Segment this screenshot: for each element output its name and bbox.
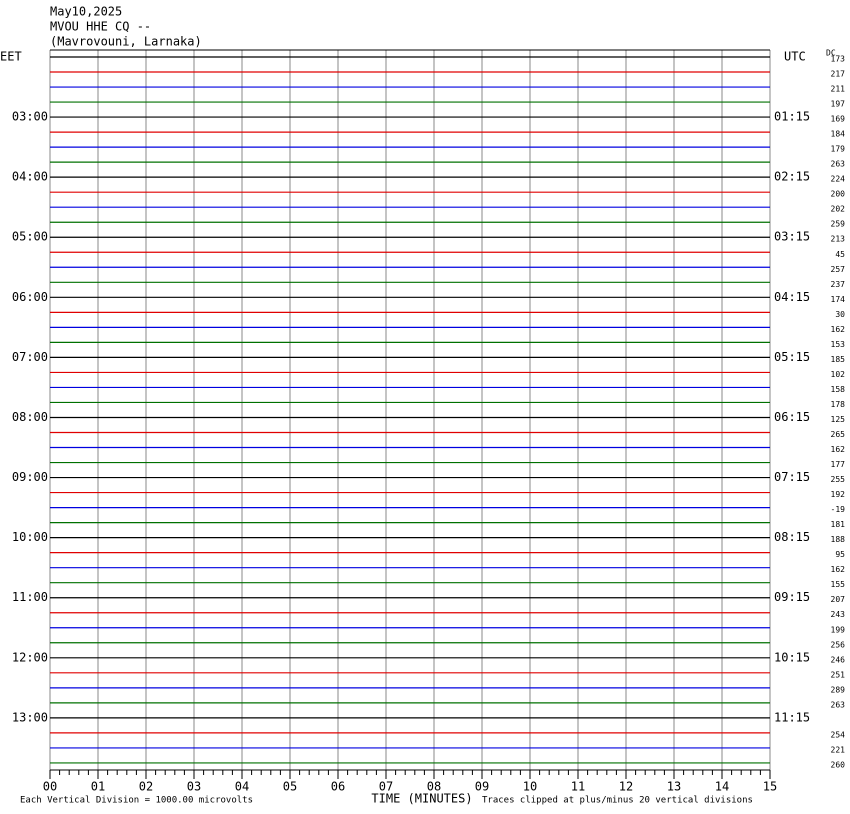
x-tick-label: 01 — [91, 780, 105, 794]
dc-offset: 184 — [831, 130, 846, 139]
footer-right: Traces clipped at plus/minus 20 vertical… — [482, 796, 753, 806]
dc-offset: 158 — [831, 385, 846, 394]
local-time: 13:00 — [12, 710, 48, 724]
dc-offset: 179 — [831, 145, 846, 154]
local-time: 07:00 — [12, 350, 48, 364]
dc-offset: 125 — [831, 415, 846, 424]
dc-offset: 202 — [831, 205, 846, 214]
local-time: 12:00 — [12, 650, 48, 664]
x-tick-label: 15 — [763, 780, 777, 794]
dc-offset: -19 — [831, 505, 846, 514]
dc-offset: 263 — [831, 160, 846, 169]
dc-offset: 95 — [835, 550, 845, 559]
dc-offset: 224 — [831, 175, 846, 184]
local-time: 10:00 — [12, 530, 48, 544]
dc-offset: 246 — [831, 655, 846, 664]
utc-time: 10:15 — [774, 650, 810, 664]
x-axis-label: TIME (MINUTES) — [371, 792, 472, 806]
x-tick-label: 03 — [187, 780, 201, 794]
x-tick-label: 14 — [715, 780, 729, 794]
local-time: 08:00 — [12, 410, 48, 424]
dc-offset: 263 — [831, 700, 846, 709]
local-time: 09:00 — [12, 470, 48, 484]
dc-offset: 30 — [835, 310, 845, 319]
left-zone: EET — [0, 50, 22, 64]
dc-offset: 256 — [831, 640, 846, 649]
x-tick-label: 10 — [523, 780, 537, 794]
dc-offset: 199 — [831, 625, 846, 634]
dc-offset: 169 — [831, 115, 846, 124]
date: May10,2025 — [50, 5, 122, 19]
dc-offset: 153 — [831, 340, 846, 349]
x-tick-label: 04 — [235, 780, 249, 794]
local-time: 03:00 — [12, 110, 48, 124]
dc-offset: 178 — [831, 400, 846, 409]
utc-time: 05:15 — [774, 350, 810, 364]
x-tick-label: 08 — [427, 780, 441, 794]
utc-time: 08:15 — [774, 530, 810, 544]
x-tick-label: 09 — [475, 780, 489, 794]
right-zone: UTC — [784, 50, 806, 64]
dc-offset: 289 — [831, 685, 846, 694]
dc-offset: 251 — [831, 670, 846, 679]
dc-offset: 213 — [831, 235, 846, 244]
utc-time: 01:15 — [774, 110, 810, 124]
dc-offset: 162 — [831, 325, 846, 334]
dc-offset: 173 — [831, 55, 846, 64]
x-tick-label: 12 — [619, 780, 633, 794]
dc-offset: 237 — [831, 280, 846, 289]
location: (Mavrovouni, Larnaka) — [50, 35, 202, 49]
dc-offset: 192 — [831, 490, 846, 499]
dc-offset: 265 — [831, 430, 846, 439]
dc-offset: 200 — [831, 190, 846, 199]
x-tick-label: 00 — [43, 780, 57, 794]
dc-offset: 259 — [831, 220, 846, 229]
local-time: 11:00 — [12, 590, 48, 604]
dc-offset: 207 — [831, 595, 846, 604]
dc-offset: 181 — [831, 520, 846, 529]
utc-time: 11:15 — [774, 710, 810, 724]
dc-offset: 162 — [831, 565, 846, 574]
dc-offset: 211 — [831, 85, 846, 94]
dc-offset: 177 — [831, 460, 846, 469]
dc-offset: 197 — [831, 100, 846, 109]
utc-time: 07:15 — [774, 470, 810, 484]
utc-time: 04:15 — [774, 290, 810, 304]
x-tick-label: 13 — [667, 780, 681, 794]
dc-offset: 45 — [835, 250, 845, 259]
x-tick-label: 02 — [139, 780, 153, 794]
local-time: 05:00 — [12, 230, 48, 244]
dc-label: DC — [826, 49, 836, 58]
utc-time: 06:15 — [774, 410, 810, 424]
utc-time: 02:15 — [774, 170, 810, 184]
dc-offset: 174 — [831, 295, 846, 304]
x-tick-label: 07 — [379, 780, 393, 794]
x-tick-label: 11 — [571, 780, 585, 794]
station: MVOU HHE CQ -- — [50, 20, 151, 34]
x-tick-label: 05 — [283, 780, 297, 794]
dc-offset: 243 — [831, 610, 846, 619]
utc-time: 09:15 — [774, 590, 810, 604]
dc-offset: 260 — [831, 760, 846, 769]
dc-offset: 217 — [831, 70, 846, 79]
dc-offset: 102 — [831, 370, 846, 379]
local-time: 04:00 — [12, 170, 48, 184]
utc-time: 03:15 — [774, 230, 810, 244]
dc-offset: 221 — [831, 745, 846, 754]
dc-offset: 257 — [831, 265, 846, 274]
dc-offset: 162 — [831, 445, 846, 454]
dc-offset: 155 — [831, 580, 846, 589]
dc-offset: 188 — [831, 535, 846, 544]
footer-left: Each Vertical Division = 1000.00 microvo… — [20, 796, 253, 806]
dc-offset: 185 — [831, 355, 846, 364]
x-tick-label: 06 — [331, 780, 345, 794]
dc-offset: 255 — [831, 475, 846, 484]
local-time: 06:00 — [12, 290, 48, 304]
dc-offset: 254 — [831, 730, 846, 739]
